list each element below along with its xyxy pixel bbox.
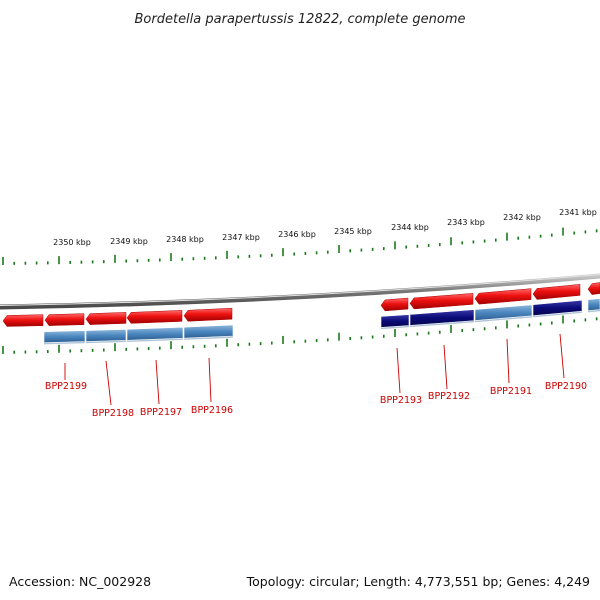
cds-shadow <box>183 336 234 340</box>
tick-label: 2342 kbp <box>503 213 541 222</box>
gene-labels: BPP2199 BPP2198 BPP2197 BPP2196 BPP2193 BPP21… <box>45 333 587 419</box>
cds-block <box>474 304 533 321</box>
gene-leader-line <box>506 338 510 384</box>
cds-shadow <box>532 311 583 318</box>
gene-arrow <box>380 297 409 312</box>
accession-label: Accession: NC_002928 <box>9 574 152 589</box>
scale-ruler-upper <box>2 227 598 265</box>
cds-block <box>183 324 234 339</box>
cds-block <box>380 314 410 328</box>
map-title: Bordetella parapertussis 12822, complete… <box>135 12 466 27</box>
gene-arrow <box>2 314 44 327</box>
scale-ruler-lower <box>2 315 598 354</box>
topology-label: Topology: circular; Length: 4,773,551 bp… <box>246 574 590 589</box>
gene-label: BPP2196 <box>191 405 233 416</box>
gene-leader-line <box>559 333 565 379</box>
tick-label: 2346 kbp <box>278 230 316 239</box>
cds-block <box>587 298 600 311</box>
cds-block <box>126 326 184 341</box>
cds-shadow <box>126 338 184 343</box>
cds-block <box>532 299 583 317</box>
gene-arrow <box>409 293 474 310</box>
tick-label: 2347 kbp <box>222 233 260 242</box>
cds-shadow <box>587 309 600 313</box>
genome-backbone-highlight <box>0 274 600 306</box>
gene-arrow <box>85 312 127 325</box>
cds-shadow <box>409 320 475 328</box>
gene-arrow <box>587 282 600 295</box>
tick-label: 2344 kbp <box>391 223 429 232</box>
gene-leader-line <box>396 347 401 394</box>
cds-shadow <box>474 316 533 323</box>
gene-label: BPP2190 <box>545 381 587 392</box>
gene-arrow <box>183 307 233 322</box>
gene-label: BPP2192 <box>428 391 470 402</box>
cds-block <box>409 309 475 326</box>
cds-shadow <box>85 340 127 344</box>
forward-genes <box>2 282 600 327</box>
cds-track <box>43 298 600 345</box>
cds-block <box>85 329 127 342</box>
gene-label: BPP2191 <box>490 386 532 397</box>
gene-arrow <box>44 313 85 326</box>
gene-leader-line <box>208 357 212 403</box>
gene-leader-line <box>443 344 448 390</box>
cds-block <box>43 330 86 343</box>
tick-label: 2341 kbp <box>559 208 597 217</box>
gene-label: BPP2199 <box>45 381 87 392</box>
tick-label: 2345 kbp <box>334 227 372 236</box>
gene-label: BPP2193 <box>380 395 422 406</box>
cds-shadow <box>43 341 86 345</box>
gene-arrow <box>532 284 581 300</box>
gene-label: BPP2198 <box>92 408 134 419</box>
tick-label: 2348 kbp <box>166 235 204 244</box>
gene-label: BPP2197 <box>140 407 182 418</box>
tick-label: 2350 kbp <box>53 238 91 247</box>
scale-tick-labels: 2350 kbp 2349 kbp 2348 kbp 2347 kbp 2346 kbp… <box>53 208 597 247</box>
cds-shadow <box>380 325 410 330</box>
gene-leader-line <box>105 360 112 406</box>
gene-leader-line <box>155 359 160 405</box>
genome-backbone <box>0 273 600 310</box>
gene-arrow <box>126 310 183 324</box>
tick-label: 2343 kbp <box>447 218 485 227</box>
tick-label: 2349 kbp <box>110 237 148 246</box>
gene-arrow <box>474 288 532 305</box>
